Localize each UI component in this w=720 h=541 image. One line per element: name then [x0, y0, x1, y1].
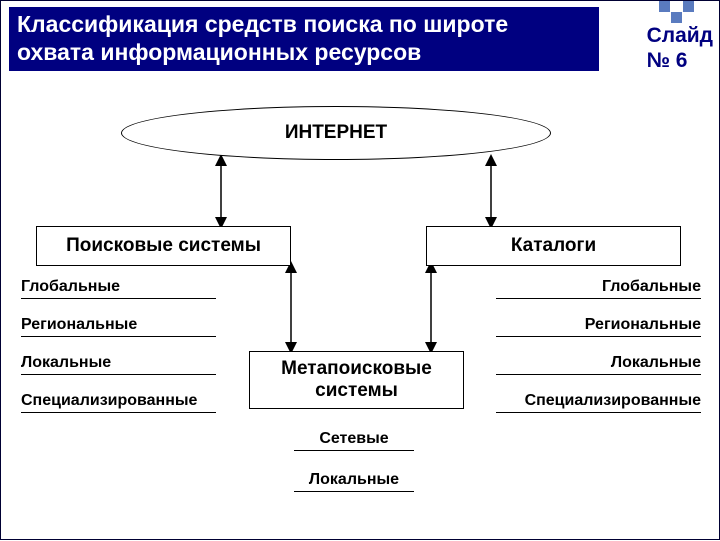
node-net: Сетевые: [294, 430, 414, 451]
slide-title: Классификация средств поиска по широте о…: [17, 11, 508, 65]
node-internet: ИНТЕРНЕТ: [121, 106, 551, 160]
right-category-3: Специализированные: [496, 392, 701, 413]
right-category-1: Региональные: [496, 316, 701, 337]
right-category-2: Локальные: [496, 354, 701, 375]
left-category-3: Специализированные: [21, 392, 216, 413]
slide-no: № 6: [647, 49, 688, 72]
node-catalogs: Каталоги: [426, 226, 681, 266]
left-category-2: Локальные: [21, 354, 216, 375]
diagram-connectors: [1, 1, 720, 541]
left-category-1: Региональные: [21, 316, 216, 337]
node-meta: Метапоисковые системы: [249, 351, 464, 409]
node-search: Поисковые системы: [36, 226, 291, 266]
slide-title-bar: Классификация средств поиска по широте о…: [9, 7, 599, 71]
logo-icon: [659, 1, 697, 23]
slide-number: Слайд № 6: [647, 23, 713, 73]
left-category-0: Глобальные: [21, 278, 216, 299]
right-category-0: Глобальные: [496, 278, 701, 299]
node-meta_local: Локальные: [294, 471, 414, 492]
slide-label: Слайд: [647, 24, 713, 47]
